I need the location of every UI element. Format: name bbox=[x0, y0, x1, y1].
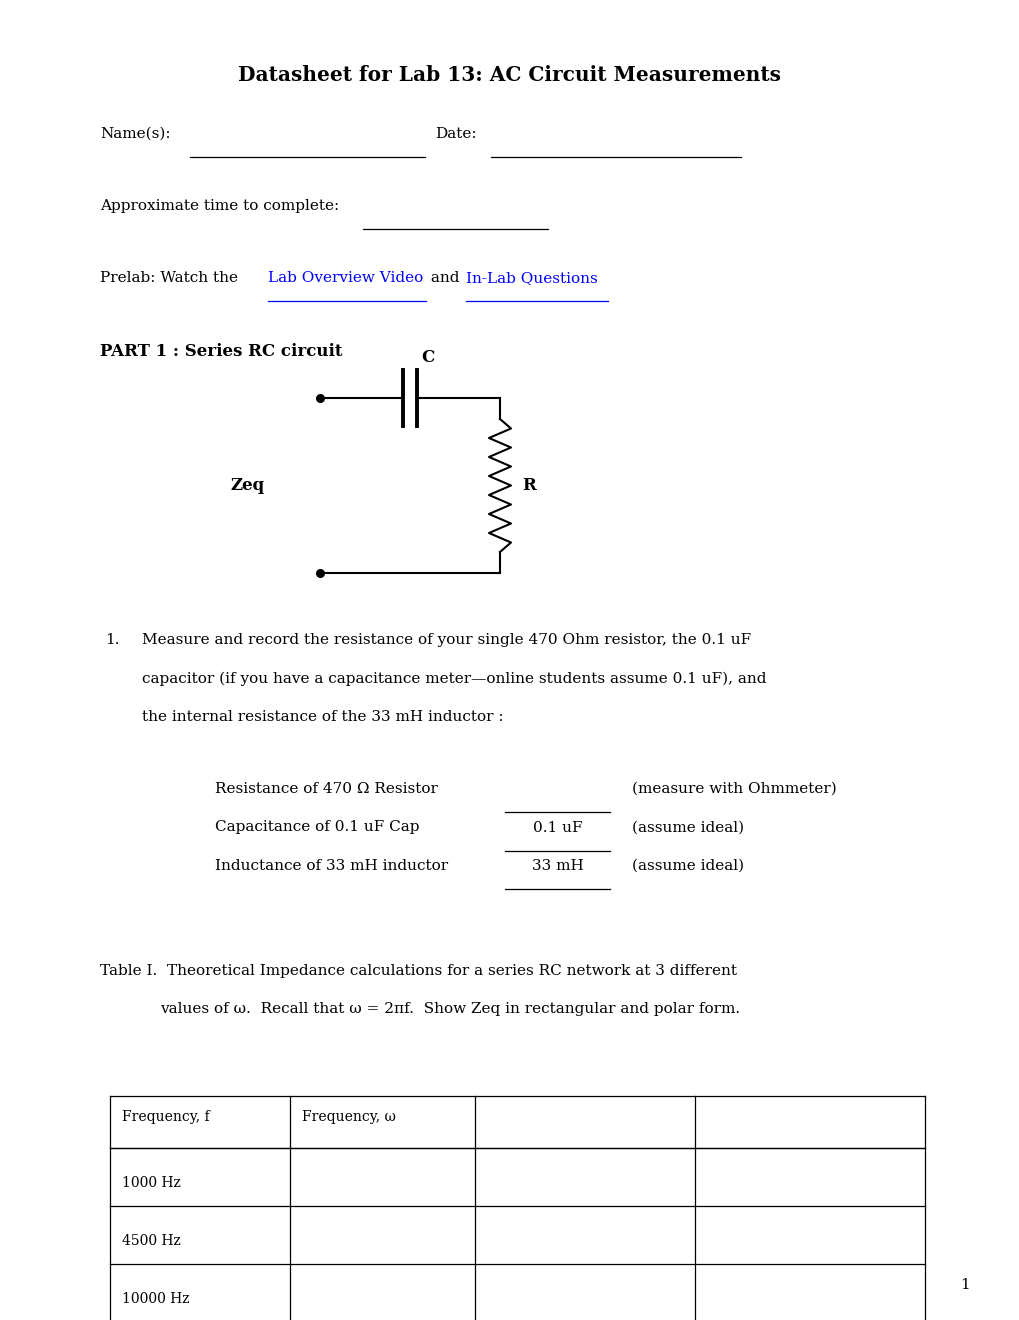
Text: 33 mH: 33 mH bbox=[531, 859, 583, 873]
Text: Lab Overview Video: Lab Overview Video bbox=[268, 271, 423, 285]
Text: Approximate time to complete:: Approximate time to complete: bbox=[100, 199, 339, 213]
Text: (measure with Ohmmeter): (measure with Ohmmeter) bbox=[632, 781, 836, 796]
Text: (assume ideal): (assume ideal) bbox=[632, 821, 744, 834]
Text: values of ω.  Recall that ω = 2πf.  Show Zeq in rectangular and polar form.: values of ω. Recall that ω = 2πf. Show Z… bbox=[160, 1002, 740, 1016]
Text: 1000 Hz: 1000 Hz bbox=[122, 1176, 180, 1191]
Text: Name(s):: Name(s): bbox=[100, 127, 170, 141]
Text: R: R bbox=[522, 477, 535, 494]
Text: Frequency, ω: Frequency, ω bbox=[302, 1110, 395, 1125]
Text: (assume ideal): (assume ideal) bbox=[632, 859, 744, 873]
Text: Inductance of 33 mH inductor: Inductance of 33 mH inductor bbox=[215, 859, 447, 873]
Text: capacitor (if you have a capacitance meter—online students assume 0.1 uF), and: capacitor (if you have a capacitance met… bbox=[142, 672, 765, 686]
Text: Zeq: Zeq bbox=[230, 477, 265, 494]
Text: In-Lab Questions: In-Lab Questions bbox=[466, 271, 597, 285]
Text: Date:: Date: bbox=[434, 127, 476, 141]
Text: and: and bbox=[426, 271, 464, 285]
Text: 1: 1 bbox=[959, 1278, 969, 1292]
Text: Measure and record the resistance of your single 470 Ohm resistor, the 0.1 uF: Measure and record the resistance of you… bbox=[142, 634, 750, 647]
Text: 10000 Hz: 10000 Hz bbox=[122, 1292, 190, 1305]
Text: Table I.  Theoretical Impedance calculations for a series RC network at 3 differ: Table I. Theoretical Impedance calculati… bbox=[100, 964, 737, 978]
Text: C: C bbox=[421, 348, 434, 366]
Text: Prelab: Watch the: Prelab: Watch the bbox=[100, 271, 243, 285]
Text: Frequency, f: Frequency, f bbox=[122, 1110, 210, 1125]
Text: 1.: 1. bbox=[105, 634, 120, 647]
Text: Resistance of 470 Ω Resistor: Resistance of 470 Ω Resistor bbox=[215, 781, 437, 796]
Text: Datasheet for Lab 13: AC Circuit Measurements: Datasheet for Lab 13: AC Circuit Measure… bbox=[238, 65, 781, 84]
Text: the internal resistance of the 33 mH inductor :: the internal resistance of the 33 mH ind… bbox=[142, 710, 503, 723]
Text: PART 1 : Series RC circuit: PART 1 : Series RC circuit bbox=[100, 343, 342, 360]
Text: 0.1 uF: 0.1 uF bbox=[532, 821, 582, 834]
Text: 4500 Hz: 4500 Hz bbox=[122, 1234, 180, 1247]
Text: Capacitance of 0.1 uF Cap: Capacitance of 0.1 uF Cap bbox=[215, 821, 419, 834]
